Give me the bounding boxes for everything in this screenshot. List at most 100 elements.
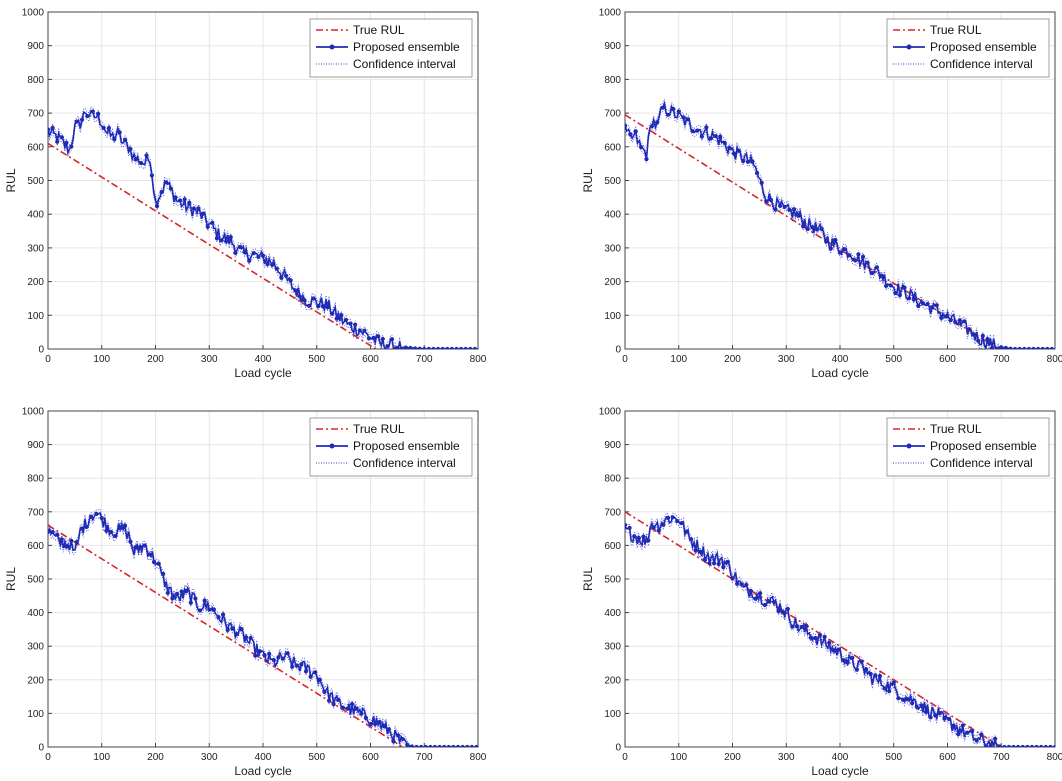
ensemble-point [773, 207, 778, 212]
y-tick-label: 1000 [22, 8, 45, 19]
ensemble-point [822, 634, 827, 639]
ensemble-point [474, 744, 478, 747]
y-tick-label: 900 [27, 41, 44, 52]
ensemble-point [817, 632, 823, 638]
ensemble-point [980, 333, 985, 338]
ensemble-point [971, 332, 976, 337]
ensemble-point [257, 649, 263, 654]
legend-label: Proposed ensemble [930, 40, 1037, 54]
ensemble-point [735, 581, 740, 586]
ensemble-point [1034, 744, 1039, 747]
ensemble-point [776, 609, 781, 614]
ensemble-point [718, 134, 723, 139]
ensemble-point [725, 559, 730, 565]
y-tick-label: 600 [604, 142, 621, 153]
ensemble-point [627, 525, 632, 530]
confidence-upper [48, 106, 478, 349]
ensemble-point [865, 260, 870, 265]
legend-box [309, 417, 473, 477]
ensemble-point [721, 565, 726, 570]
ensemble-point [997, 744, 1002, 747]
ensemble-point [48, 529, 51, 534]
ensemble-point [1025, 744, 1030, 747]
ensemble-point [294, 663, 299, 668]
ensemble-point [933, 713, 938, 718]
ensemble-point [911, 297, 916, 302]
ensemble-point [239, 627, 244, 632]
ensemble-point [675, 518, 680, 524]
y-tick-label: 1000 [599, 407, 622, 418]
confidence-lower [48, 114, 478, 349]
ensemble-point [472, 346, 478, 349]
ensemble-point [187, 200, 192, 205]
ensemble-point [810, 225, 815, 230]
ensemble-point [428, 744, 433, 747]
ensemble-point [646, 538, 651, 543]
ensemble-point [313, 670, 318, 675]
ensemble-point [754, 171, 760, 176]
ensemble-point [336, 697, 341, 702]
x-tick-label: 500 [308, 752, 325, 763]
ensemble-point [389, 337, 395, 342]
ensemble-point [165, 590, 170, 596]
ensemble-point [177, 198, 183, 203]
ensemble-point [965, 730, 970, 735]
ensemble-point [951, 723, 956, 728]
ensemble-point [253, 653, 258, 658]
ensemble-point [376, 334, 381, 339]
ensemble-point [887, 688, 892, 694]
ensemble-point [1022, 346, 1027, 349]
ensemble-point [79, 117, 85, 122]
x-tick-label: 100 [93, 354, 110, 365]
ensemble-point [234, 632, 239, 637]
ensemble-point [891, 680, 896, 685]
y-tick-label: 100 [604, 709, 621, 720]
ensemble-point [339, 312, 344, 318]
ensemble-point [873, 673, 878, 678]
ensemble-point [247, 258, 252, 263]
x-tick-label: 500 [885, 354, 902, 365]
ensemble-point [117, 130, 122, 135]
legend-label: True RUL [353, 23, 405, 37]
ensemble-point [934, 303, 939, 308]
ensemble-point [628, 132, 633, 137]
ensemble-point [910, 701, 915, 706]
ensemble-point [104, 528, 109, 533]
ensemble-point [325, 305, 330, 310]
ensemble-point [138, 544, 143, 550]
ensemble-point [651, 525, 656, 530]
legend-box [309, 18, 473, 78]
ensemble-point [957, 318, 962, 323]
ensemble-point [55, 139, 60, 144]
ensemble-point [460, 744, 465, 747]
y-tick-label: 700 [604, 507, 621, 518]
ensemble-point [207, 607, 212, 612]
ensemble-point [311, 296, 316, 301]
y-tick-label: 200 [604, 277, 621, 288]
ensemble-point [139, 160, 144, 166]
ensemble-point [814, 227, 820, 232]
ensemble-point [455, 744, 461, 747]
ensemble-point [805, 226, 810, 232]
ensemble-point [1006, 744, 1012, 747]
y-tick-label: 500 [27, 575, 44, 586]
y-tick-label: 500 [604, 176, 621, 187]
ensemble-point [644, 157, 649, 162]
ensemble-point [290, 664, 295, 669]
ensemble-point [942, 716, 947, 721]
ensemble-point [59, 135, 64, 140]
subplot-2: 0 100 200 300 400 500 600 700 800 0 100 200 300 400 50… [581, 8, 1062, 381]
ensemble-point [144, 153, 149, 158]
ensemble-point [349, 702, 355, 707]
ensemble-point [170, 596, 175, 601]
ensemble-point [55, 532, 60, 537]
ensemble-point [297, 294, 302, 299]
ensemble-point [214, 236, 220, 241]
ensemble-point [354, 706, 359, 711]
ensemble-point [655, 120, 660, 125]
ensemble-point [1043, 744, 1048, 747]
ensemble-point [707, 561, 712, 566]
ensemble-point [704, 125, 709, 130]
ensemble-point [956, 732, 961, 737]
